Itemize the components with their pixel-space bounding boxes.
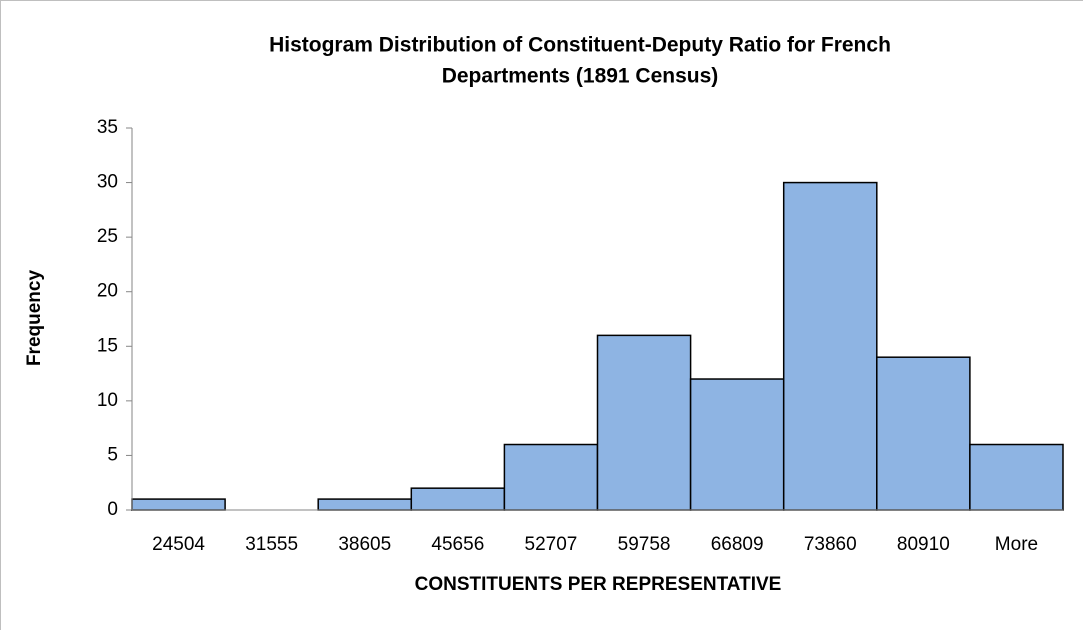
y-tick-label: 5 [107, 444, 118, 465]
y-tick-label: 35 [97, 117, 118, 138]
y-tick-label: 10 [97, 390, 118, 411]
x-tick-label: 66809 [711, 534, 764, 555]
x-tick-label: 31555 [245, 534, 298, 555]
bar [782, 181, 878, 511]
x-tick-label: More [995, 534, 1038, 555]
bar [503, 443, 599, 511]
bar [131, 498, 226, 511]
bar [410, 487, 506, 511]
x-tick-label: 80910 [897, 534, 950, 555]
y-tick-label: 30 [97, 172, 118, 193]
x-axis-title: CONSTITUENTS PER REPRESENTATIVE [415, 574, 782, 595]
y-axis-title: Frequency [24, 270, 45, 367]
y-tick-label: 25 [97, 226, 118, 247]
y-tick-label: 20 [97, 281, 118, 302]
chart-title: Histogram Distribution of Constituent-De… [269, 34, 891, 57]
bar [689, 378, 785, 511]
x-tick-label: 38605 [338, 534, 391, 555]
x-tick-label: 59758 [618, 534, 671, 555]
bar [596, 334, 692, 511]
bar [969, 443, 1064, 511]
x-tick-label: 52707 [525, 534, 578, 555]
x-tick-label: 24504 [152, 534, 205, 555]
x-tick-label: 45656 [431, 534, 484, 555]
y-tick-label: 0 [107, 499, 118, 520]
chart-title: Departments (1891 Census) [442, 65, 719, 88]
bar [876, 356, 971, 511]
x-tick-label: 73860 [804, 534, 857, 555]
y-tick-label: 15 [97, 335, 118, 356]
bar [317, 498, 413, 511]
